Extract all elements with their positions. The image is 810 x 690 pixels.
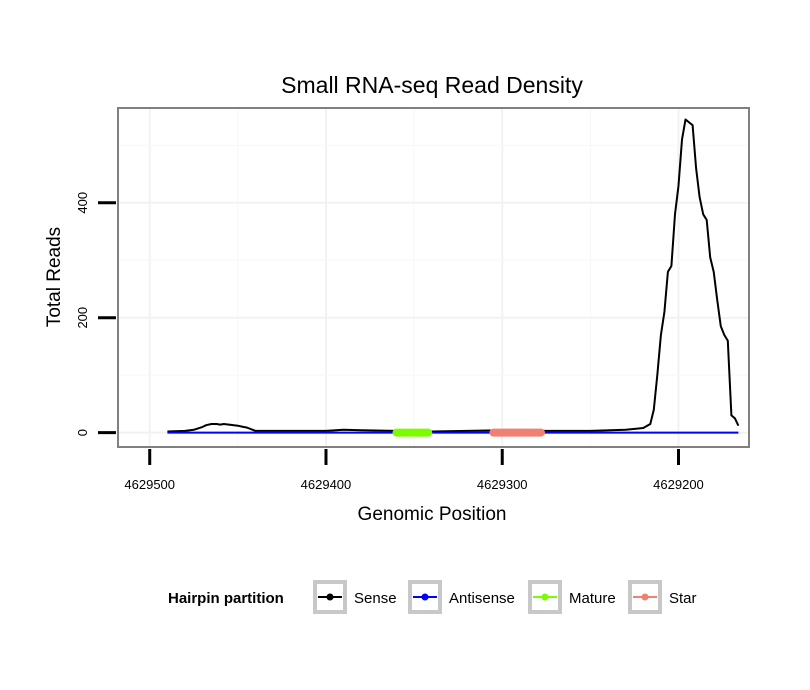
- chart-title: Small RNA-seq Read Density: [281, 72, 583, 98]
- x-tick-label: 4629400: [301, 477, 352, 492]
- legend-key-dot: [541, 593, 549, 601]
- x-axis-title: Genomic Position: [358, 504, 507, 525]
- legend-title: Hairpin partition: [168, 590, 284, 607]
- plot-panel: [117, 107, 750, 448]
- grid-lines: [119, 109, 748, 446]
- legend-label: Sense: [354, 590, 397, 607]
- legend-key-dot: [326, 593, 334, 601]
- legend-item-mature: Mature: [528, 580, 616, 614]
- legend-label: Mature: [569, 590, 616, 607]
- y-tick-label: 0: [75, 429, 90, 436]
- x-tick-label: 4629300: [477, 477, 528, 492]
- legend-item-sense: Sense: [313, 580, 397, 614]
- legend-label: Antisense: [449, 590, 515, 607]
- legend-key-dot: [421, 593, 429, 601]
- y-tick-label: 200: [75, 307, 90, 329]
- axes: 4629500 4629400 4629300 4629200 0 200 400: [75, 192, 704, 492]
- x-tick-label: 4629500: [124, 477, 175, 492]
- series-lines: [167, 118, 740, 437]
- legend: Hairpin partition Sense Antisense Mature St…: [168, 580, 697, 614]
- legend-item-antisense: Antisense: [408, 580, 515, 614]
- legend-label: Star: [669, 590, 697, 607]
- legend-item-star: Star: [628, 580, 697, 614]
- x-tick-label: 4629200: [653, 477, 704, 492]
- y-axis-title: Total Reads: [44, 227, 65, 327]
- y-tick-label: 400: [75, 192, 90, 214]
- series-sense-line: [167, 118, 740, 433]
- legend-key-dot: [641, 593, 649, 601]
